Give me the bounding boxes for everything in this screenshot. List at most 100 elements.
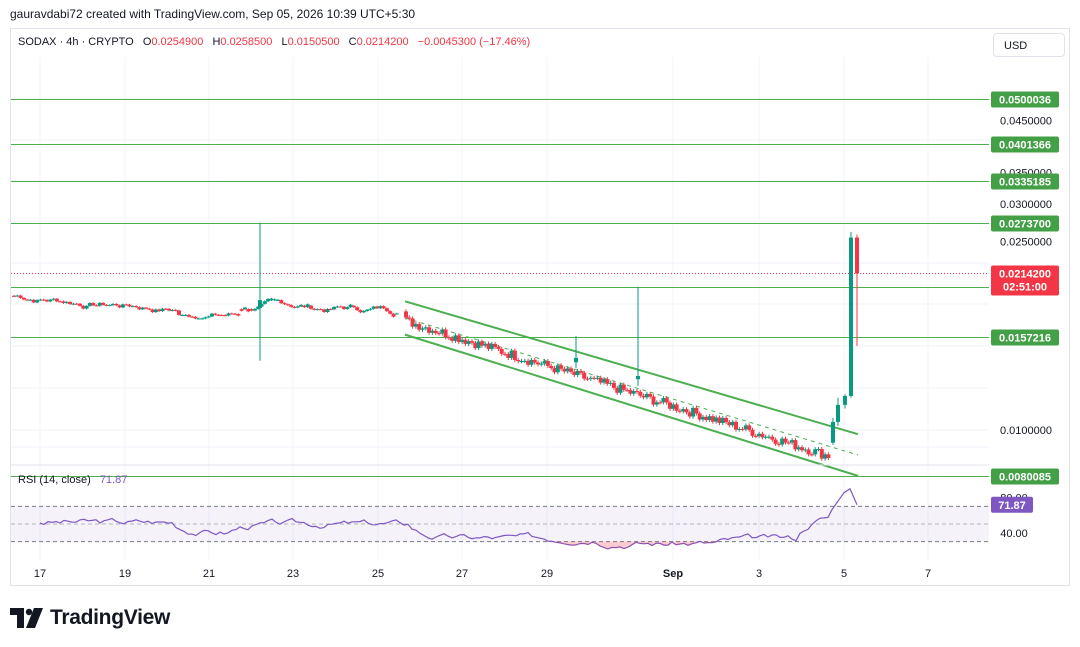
candle-down <box>312 308 317 310</box>
candle-down <box>427 327 432 333</box>
candle-up <box>243 307 247 310</box>
candle-down <box>456 335 461 343</box>
candle-up <box>823 454 828 459</box>
candle-up <box>671 404 676 409</box>
candle-up <box>790 440 795 443</box>
candle-up <box>276 299 280 301</box>
candle-up <box>816 449 821 451</box>
candle-down <box>117 305 122 308</box>
candle-up <box>542 361 547 364</box>
candle-down <box>770 436 775 440</box>
candle-up <box>325 309 330 313</box>
candle-down <box>470 341 474 343</box>
currency-selector[interactable]: USD <box>993 33 1065 57</box>
candle-up <box>87 303 92 306</box>
candle-down <box>717 417 722 424</box>
countdown-text: 02:51:00 <box>1003 282 1047 294</box>
candle-up <box>803 449 808 451</box>
candle-down <box>114 303 119 306</box>
candle-down <box>677 410 682 412</box>
candle-up <box>618 384 623 393</box>
price-axis-label: 0.0450000 <box>1000 116 1052 128</box>
candle-down <box>375 306 379 309</box>
candle-down <box>734 421 738 430</box>
current-price-text: 0.0214200 <box>999 269 1051 281</box>
candle-down <box>819 449 824 459</box>
candle-down <box>404 311 408 318</box>
candle-down <box>351 305 356 308</box>
candle-down <box>598 377 603 383</box>
candle-down <box>747 425 752 430</box>
time-axis-label: 23 <box>287 568 299 580</box>
high-value: 0.0258500 <box>220 36 273 48</box>
tradingview-logo[interactable]: TradingView <box>10 604 170 632</box>
candle-down <box>61 301 66 304</box>
candle-down <box>292 306 297 308</box>
candle-down <box>78 303 82 306</box>
open-label: O <box>142 36 152 48</box>
candle-down <box>124 304 129 306</box>
candle-down <box>668 402 672 409</box>
candle-up <box>843 395 847 405</box>
candle-down <box>806 449 811 455</box>
rsi-label[interactable]: RSI (14, close) <box>18 474 91 486</box>
time-axis: 17 19 21 23 25 27 29 Sep 3 5 7 <box>34 568 931 580</box>
candle-up <box>522 360 527 362</box>
candle-up <box>258 300 262 308</box>
candle-down <box>605 379 610 384</box>
tradingview-logo-icon <box>10 608 43 628</box>
candle-down <box>648 393 653 397</box>
candle-up <box>365 309 370 312</box>
candle-down <box>219 315 224 317</box>
candle-up <box>295 306 300 308</box>
candle-up <box>509 350 514 358</box>
candle-down <box>687 412 692 417</box>
candle-down <box>628 389 633 394</box>
candle-down <box>621 384 626 390</box>
candle-down <box>809 454 814 456</box>
candle-up <box>595 377 600 379</box>
open-value: 0.0254900 <box>151 36 204 48</box>
level-badge-text: 0.0273700 <box>999 219 1051 231</box>
candle-down <box>512 350 517 360</box>
candle-up <box>272 299 277 301</box>
candle-down <box>407 317 412 319</box>
candle-down <box>479 341 484 346</box>
symbol-label[interactable]: SODAX · 4h · CRYPTO <box>18 36 134 48</box>
candle-up <box>335 306 340 308</box>
candle-down <box>437 333 441 335</box>
candle-down <box>800 447 804 451</box>
candle-down <box>21 297 26 300</box>
candle-down <box>167 308 172 311</box>
candle-down <box>506 353 511 358</box>
time-axis-label: 7 <box>925 568 931 580</box>
close-value: 0.0214200 <box>356 36 409 48</box>
candle-down <box>463 339 468 344</box>
candle-up <box>51 298 56 300</box>
level-badge <box>991 468 1059 485</box>
ohlc-legend: SODAX · 4h · CRYPTO O0.0254900 H0.025850… <box>18 36 530 48</box>
chart-frame <box>10 28 1070 586</box>
candle-down <box>536 362 540 365</box>
candle-down <box>486 343 491 349</box>
candles <box>12 222 859 461</box>
candle-up <box>71 303 76 305</box>
candle-down <box>12 295 16 297</box>
candle-up <box>107 305 112 307</box>
candle-down <box>724 417 729 423</box>
candle-down <box>793 440 798 450</box>
candle-up <box>378 306 383 309</box>
candle-down <box>526 360 531 365</box>
level-badge <box>991 329 1059 346</box>
candle-down <box>41 299 46 301</box>
candle-down <box>193 316 198 319</box>
candle-down <box>94 305 99 307</box>
candle-down <box>342 306 346 309</box>
candle-down <box>338 306 343 308</box>
candle-up <box>97 302 102 306</box>
candle-down <box>279 300 284 304</box>
candle-up <box>757 433 762 437</box>
candle-up <box>371 306 376 309</box>
